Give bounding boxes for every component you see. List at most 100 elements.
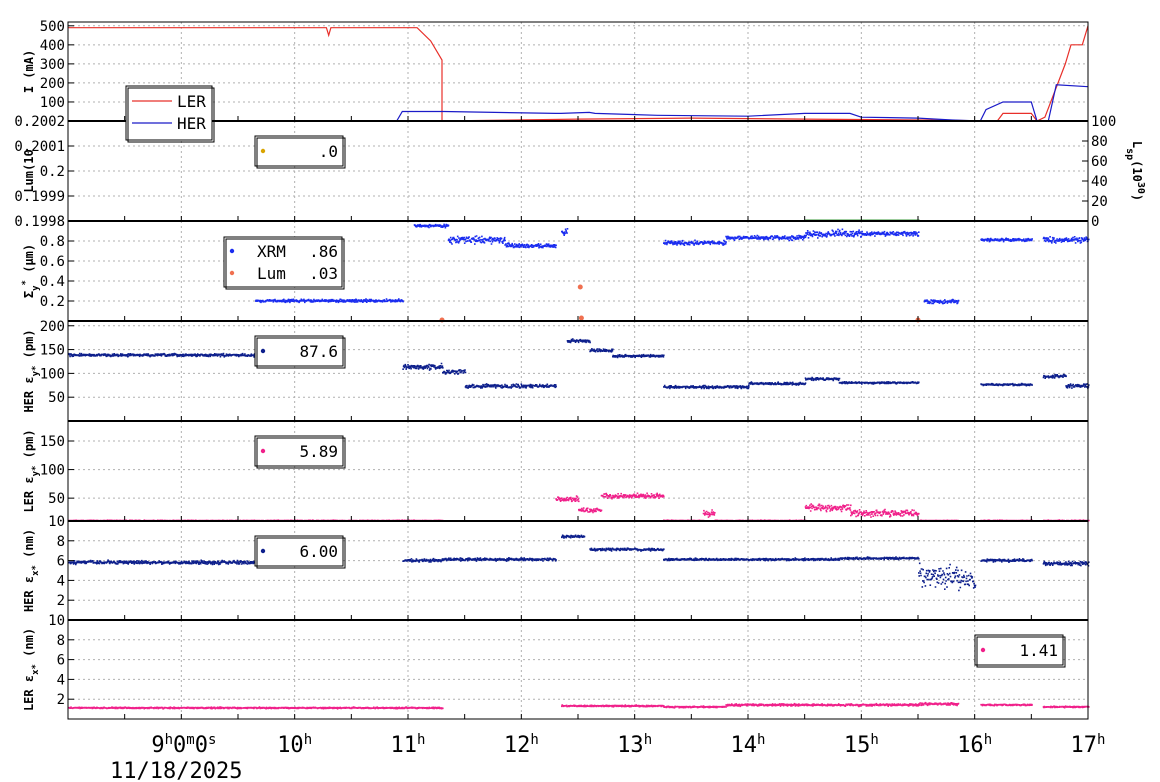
ytick-label-sigma-2: 0.6 <box>40 254 65 270</box>
xtick-label-15: 15h <box>844 732 879 758</box>
ytick-label-her_ex-2: 6 <box>57 554 65 570</box>
dots-sigma <box>504 242 557 249</box>
ylabel-her_ex: HER εx* (nm) <box>22 529 41 612</box>
ylabel-current: I (mA) <box>22 50 36 93</box>
dots-her_ey <box>521 383 557 389</box>
series-current-1 <box>68 84 1089 122</box>
ytick-label-her_ex-1: 4 <box>57 573 65 589</box>
dots-her_ey <box>464 383 523 389</box>
frame-current <box>67 21 1089 122</box>
marker-lum <box>578 315 584 321</box>
dots-ler_ey <box>702 509 716 518</box>
series-ler_ex-0 <box>68 701 1090 710</box>
ytick-label-her_ey-0: 50 <box>48 390 65 406</box>
ytick-label-current-4: 500 <box>40 19 65 35</box>
ytick-label-luminosity-0: 0.1998 <box>14 214 65 230</box>
dots-her_ex <box>980 558 1033 563</box>
legend-shadow-luminosity <box>256 137 346 169</box>
series-her_ey-0 <box>68 338 1090 390</box>
legend-box-ler_ex <box>974 634 1064 666</box>
xtick-label-16: 16h <box>957 732 992 758</box>
legend-value-her_ey: 87.6 <box>299 342 338 361</box>
legend-box-her_ex <box>254 535 344 567</box>
dots-her_ex <box>838 556 920 561</box>
dots-sigma <box>1042 236 1090 244</box>
series-ler_ey-0 <box>68 492 1090 522</box>
label-layer: 11/18/2025 I (mA) Lum(10 Lsp(1030) Σy* (μm)… <box>21 50 1147 782</box>
ytick-label-sigma-0: 0.2 <box>40 294 65 310</box>
legend-value-lum: .03 <box>309 264 338 283</box>
ylabel-ler_ey: LER εy* (pm) <box>22 429 41 512</box>
xtick-label-14: 14h <box>731 732 766 758</box>
legend-dot-ler_ex <box>980 647 986 653</box>
xtick-label-9: 9h0m0s <box>151 732 216 758</box>
legend-shadow-her_ey <box>256 337 346 369</box>
ytick-label-ler_ex-4: 10 <box>48 613 65 629</box>
legend-dot-xrm <box>229 248 235 254</box>
dots-sigma <box>923 298 960 305</box>
ylabel-sigma: Σy* (μm) <box>21 244 41 298</box>
legend-shadow-current <box>127 87 215 143</box>
dots-ler_ey <box>578 507 603 514</box>
dots-sigma <box>804 228 863 239</box>
xtick-label-11: 11h <box>391 732 426 758</box>
ytick-label-ler_ex-3: 8 <box>57 633 65 649</box>
dots-her_ey <box>748 381 807 387</box>
date-label: 11/18/2025 <box>110 759 242 782</box>
legend-box-ler_ey <box>254 435 344 467</box>
xtick-label-10: 10h <box>277 732 312 758</box>
dots-sigma <box>447 235 506 245</box>
legend-current: LER HER <box>125 85 215 143</box>
dots-her_ey <box>442 369 467 375</box>
ytick-label-ler_ex-0: 2 <box>57 692 65 708</box>
legend-box-luminosity <box>254 135 344 167</box>
legend-dot-lum <box>229 270 235 276</box>
dots-her_ex <box>442 557 557 562</box>
xtick-label-17: 17h <box>1071 732 1106 758</box>
legend-her_ex: 6.00 <box>254 535 346 569</box>
dots-her_ey <box>663 384 750 390</box>
legend-value-xrm: .86 <box>309 242 338 261</box>
xtick-label-13: 13h <box>617 732 652 758</box>
legend-value-ler_ey: 5.89 <box>299 442 338 461</box>
ytick-label-her_ey-2: 150 <box>40 343 65 359</box>
ytick-label-her_ey-3: 200 <box>40 319 65 335</box>
ylabel-her_ey: HER εy* (pm) <box>22 329 41 412</box>
dots-her_ey <box>1065 383 1090 390</box>
dots-her_ey <box>589 348 614 353</box>
ytick-label-current-0: 100 <box>40 95 65 111</box>
dots-her_ey <box>612 353 665 359</box>
legend-box-her_ey <box>254 335 344 367</box>
dots-her_ex <box>589 547 665 552</box>
panel-ler_ey <box>68 492 1090 522</box>
legend-label-her: HER <box>177 114 206 133</box>
legend-label-lum: Lum <box>257 264 286 283</box>
ytick-label-her_ex-3: 8 <box>57 534 65 550</box>
dots-ler_ex <box>561 704 665 708</box>
dots-her_ex <box>68 559 257 566</box>
grid-layer <box>68 22 1088 719</box>
dots-ler_ex <box>68 706 444 710</box>
legend-shadow-her_ex <box>256 537 346 569</box>
ytick-label-current-1: 200 <box>40 76 65 92</box>
legend-dot-ler_ey <box>260 448 266 454</box>
ytick-label-luminosity-1: 0.1999 <box>14 189 65 205</box>
legend-label-ler: LER <box>177 92 206 111</box>
ytick-label-current-2: 300 <box>40 57 65 73</box>
dots-her_ex <box>1042 560 1090 567</box>
ytick-label-ler_ex-1: 4 <box>57 672 65 688</box>
dots-ler_ex <box>804 702 920 708</box>
rtick-label-5: 100 <box>1091 114 1116 130</box>
frame-sigma <box>67 220 1089 322</box>
rtick-label-1: 20 <box>1091 194 1108 210</box>
right-ylabel: Lsp(1030) <box>1125 141 1147 201</box>
dots-her_ey <box>1042 373 1067 379</box>
legend-dot-her_ex <box>260 548 266 554</box>
rtick-label-3: 60 <box>1091 154 1108 170</box>
dots-her_ey <box>838 381 920 385</box>
dots-her_ey <box>566 338 591 344</box>
ytick-label-ler_ey-0: 10 <box>48 514 65 530</box>
dots-ler_ex <box>1042 705 1090 709</box>
legend-shadow-ler_ey <box>256 437 346 469</box>
